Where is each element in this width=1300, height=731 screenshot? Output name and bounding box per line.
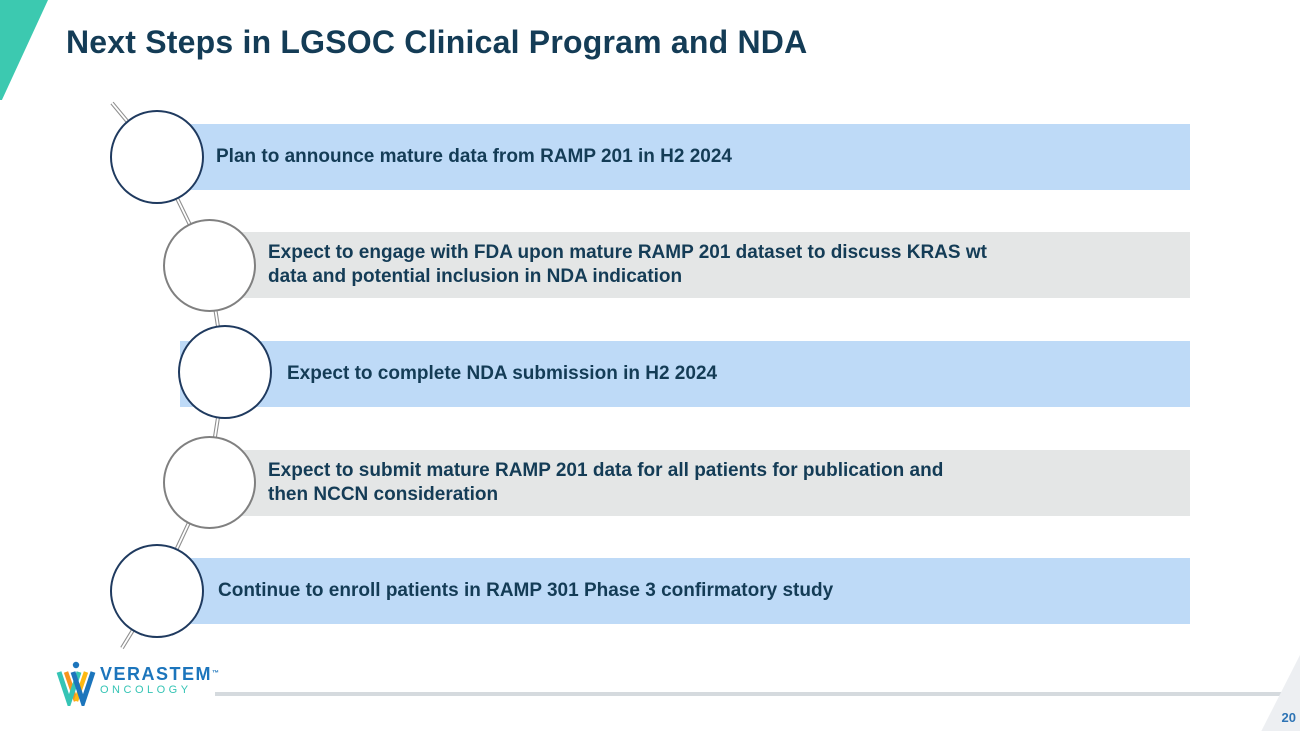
- step-text: Expect to complete NDA submission in H2 …: [287, 363, 718, 384]
- trademark-symbol: ™: [212, 670, 221, 677]
- step-bar-5: Continue to enroll patients in RAMP 301 …: [180, 558, 1190, 624]
- step-text: Plan to announce mature data from RAMP 2…: [216, 146, 732, 167]
- verastem-w-logo-icon: [56, 661, 96, 706]
- step-circle-4: [163, 436, 256, 529]
- step-text: Expect to engage with FDA upon mature RA…: [268, 242, 987, 263]
- logo-primary-text: VERASTEM™: [100, 664, 221, 684]
- teal-corner-accent-icon: [0, 0, 48, 100]
- step-circle-3: [178, 325, 272, 419]
- step-bar-4: Expect to submit mature RAMP 201 data fo…: [180, 450, 1190, 516]
- step-bar-3: Expect to complete NDA submission in H2 …: [180, 341, 1190, 407]
- step-circle-5: [110, 544, 204, 638]
- step-bar-2: Expect to engage with FDA upon mature RA…: [180, 232, 1190, 298]
- step-text: Continue to enroll patients in RAMP 301 …: [218, 580, 834, 601]
- step-circle-1: [110, 110, 204, 204]
- step-text: Expect to submit mature RAMP 201 data fo…: [268, 460, 944, 481]
- logo-secondary-text: ONCOLOGY: [100, 684, 192, 696]
- page-title: Next Steps in LGSOC Clinical Program and…: [66, 24, 808, 60]
- logo-wordmark: VERASTEM™ ONCOLOGY: [100, 660, 221, 698]
- step-circle-2: [163, 219, 256, 312]
- page-number: 20: [1281, 710, 1296, 725]
- verastem-logo: VERASTEM™ ONCOLOGY: [56, 660, 221, 706]
- footer-divider: [215, 692, 1300, 696]
- step-bar-1: Plan to announce mature data from RAMP 2…: [180, 124, 1190, 190]
- step-text: then NCCN consideration: [268, 484, 499, 505]
- step-text: data and potential inclusion in NDA indi…: [268, 266, 683, 287]
